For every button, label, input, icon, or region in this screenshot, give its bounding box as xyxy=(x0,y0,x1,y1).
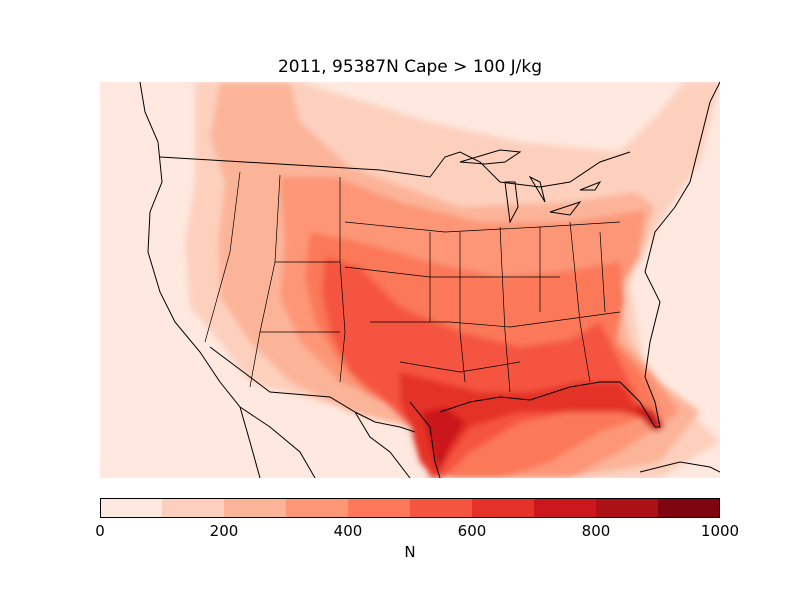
colorbar-tick-label: 0 xyxy=(95,522,105,540)
colorbar-bin xyxy=(472,498,535,518)
contour-level-600 xyxy=(400,372,660,478)
map-svg xyxy=(100,82,720,478)
map-panel xyxy=(100,82,720,478)
colorbar-tick-label: 600 xyxy=(457,522,487,540)
contour-level-700-florida xyxy=(635,402,665,432)
cuba xyxy=(639,461,720,473)
colorbar-bin xyxy=(348,498,411,518)
colorbar-outline xyxy=(100,498,720,518)
colorbar-bin xyxy=(100,498,163,518)
colorbar-bin xyxy=(410,498,473,518)
colorbar-tick-label: 800 xyxy=(581,522,611,540)
map-boundaries xyxy=(139,82,720,478)
colorbar-tick-label: 1000 xyxy=(700,522,740,540)
contour-level-500 xyxy=(322,257,640,478)
colorbar xyxy=(100,498,721,518)
colorbar-bin xyxy=(162,498,225,518)
colorbar-bin xyxy=(224,498,287,518)
colorbar-svg xyxy=(100,498,721,518)
colorbar-label: N xyxy=(404,543,416,561)
great-lakes xyxy=(459,149,602,224)
mexico-coastline xyxy=(239,406,411,478)
gulf-atlantic-coastline xyxy=(409,82,720,478)
colorbar-tick-label: 400 xyxy=(333,522,363,540)
colorbar-bin xyxy=(658,498,721,518)
canada-us-border xyxy=(159,151,631,188)
colorbar-bin xyxy=(286,498,349,518)
colorbar-bin xyxy=(534,498,597,518)
chart-title: 2011, 95387N Cape > 100 J/kg xyxy=(277,57,543,77)
contour-level-700 xyxy=(422,407,465,472)
colorbar-tick-label: 200 xyxy=(209,522,239,540)
state-lines xyxy=(204,171,621,393)
colorbar-bin xyxy=(596,498,659,518)
